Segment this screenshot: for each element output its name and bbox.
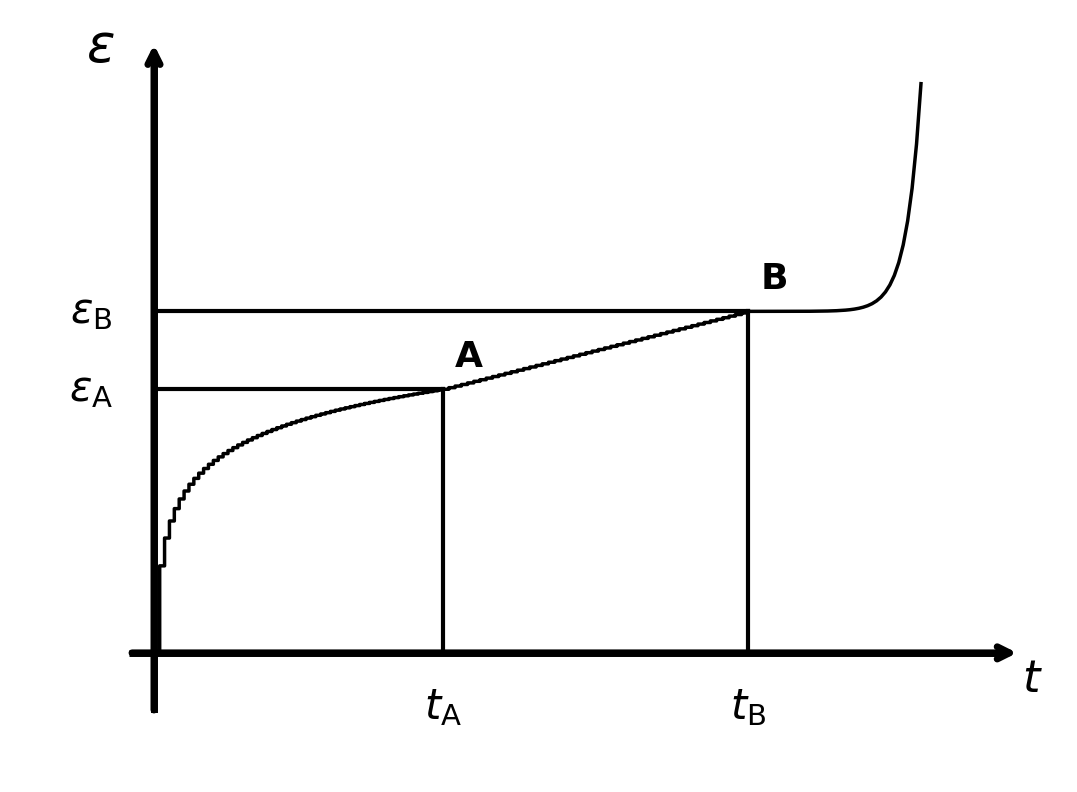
Text: B: B (760, 262, 787, 296)
Text: $\varepsilon_{\rm B}$: $\varepsilon_{\rm B}$ (70, 291, 113, 333)
Text: $\varepsilon$: $\varepsilon$ (86, 22, 115, 73)
Text: A: A (454, 341, 482, 375)
Text: $t_{\rm A}$: $t_{\rm A}$ (423, 686, 462, 728)
Text: $t$: $t$ (1022, 658, 1043, 702)
Text: $\varepsilon_{\rm A}$: $\varepsilon_{\rm A}$ (69, 368, 113, 410)
Text: $t_{\rm B}$: $t_{\rm B}$ (730, 686, 766, 728)
